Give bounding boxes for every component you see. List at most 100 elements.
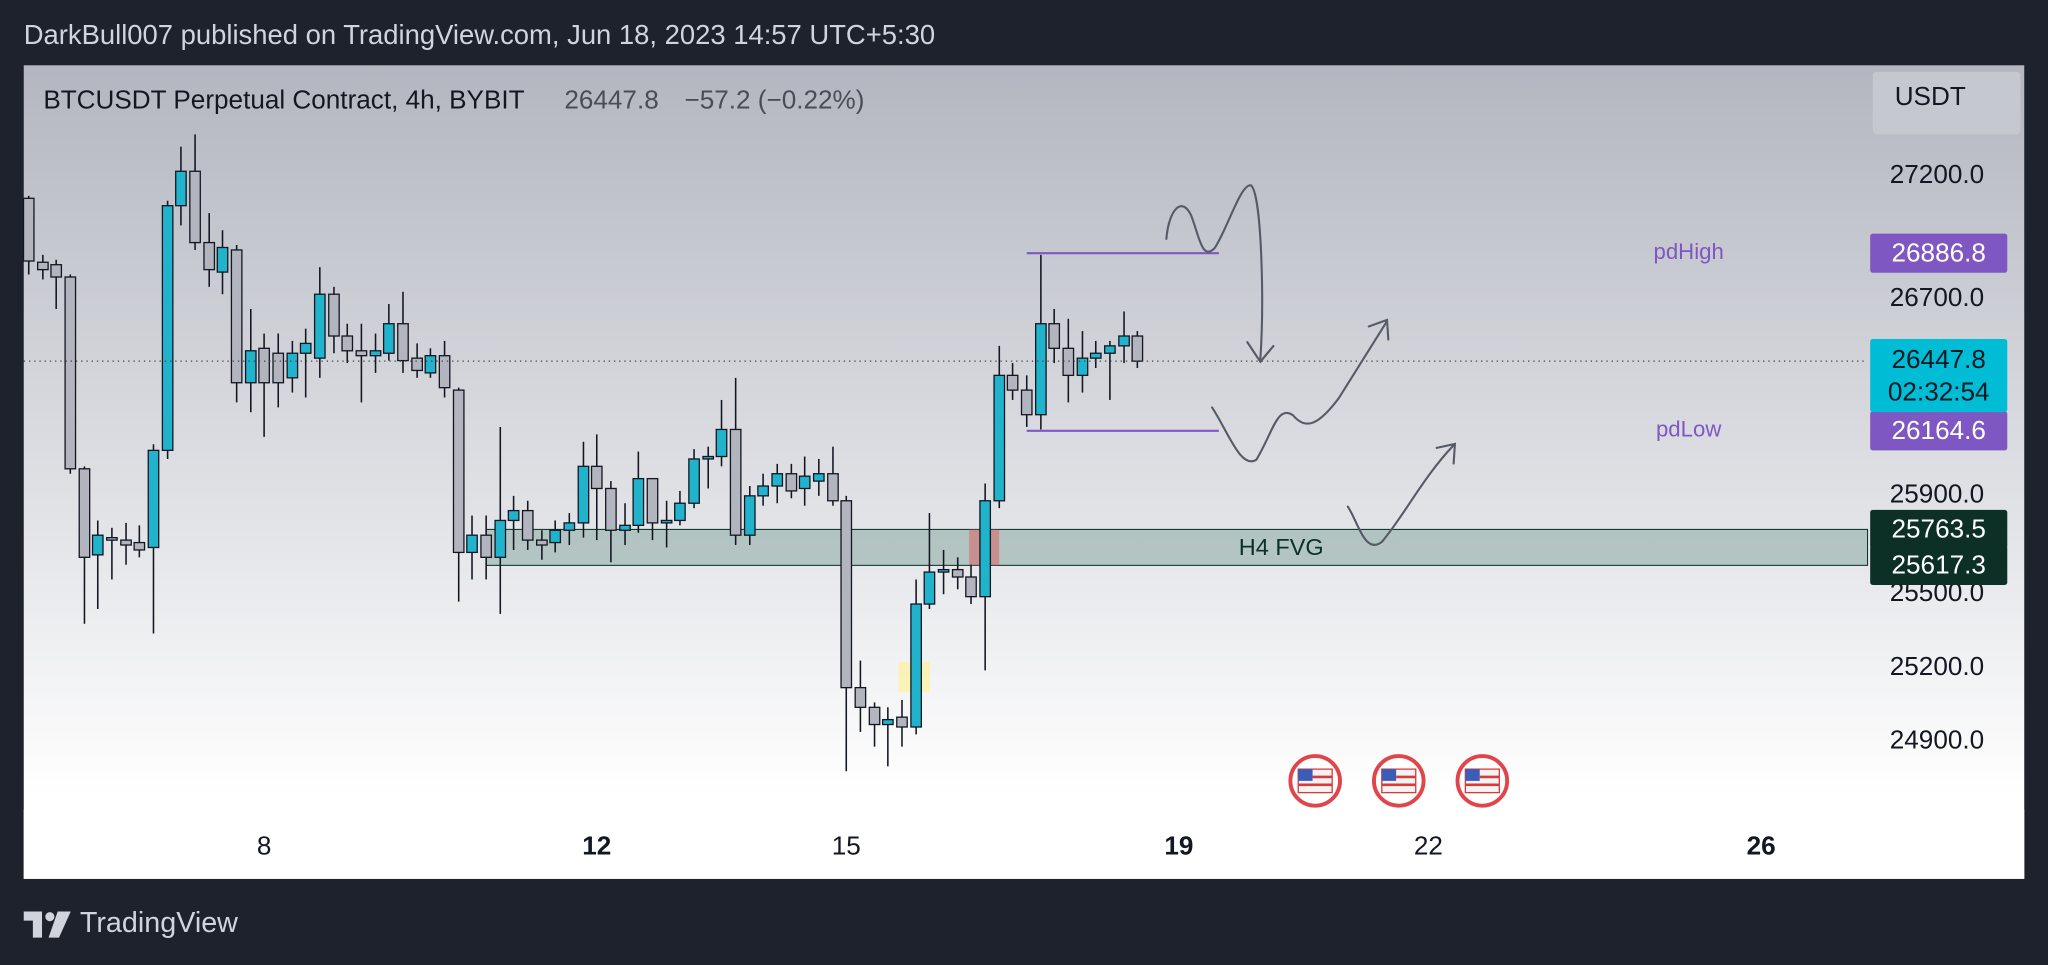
candle-body — [78, 468, 91, 558]
candle-body — [577, 465, 590, 524]
candle-body — [688, 458, 700, 504]
candle-body — [1089, 352, 1102, 359]
candle-body — [313, 293, 326, 359]
candle-body — [1076, 357, 1089, 377]
candle-body — [868, 706, 881, 726]
price-label-box — [1870, 233, 2008, 273]
flag[interactable] — [1288, 754, 1342, 808]
candle-body — [50, 264, 63, 278]
price-change: −57.2 (−0.22%) — [684, 85, 864, 115]
zone-price-box — [1870, 509, 2008, 550]
candle-body — [1035, 323, 1047, 416]
candle-body — [133, 541, 146, 551]
y-tick-label: 25200.0 — [1890, 651, 1984, 681]
candle-body — [619, 524, 631, 531]
publisher: DarkBull007 published on TradingView.com… — [24, 19, 935, 50]
candle-body — [382, 323, 395, 354]
event-flags — [1288, 754, 1510, 808]
candle-body — [1118, 335, 1130, 347]
candle-body — [216, 246, 229, 273]
candle-body — [341, 335, 354, 352]
price-label: 26164.6 — [1892, 415, 1986, 445]
candle-body — [646, 477, 659, 524]
zone-price-label: 25763.5 — [1892, 514, 1986, 544]
currency: USDT — [1895, 81, 1966, 111]
last-price-label: 26447.8 — [1892, 344, 1986, 374]
candle-body — [881, 718, 894, 726]
candle-body — [715, 428, 728, 458]
flag[interactable] — [1455, 754, 1510, 808]
candle-body — [286, 352, 299, 379]
candle-body — [674, 502, 686, 522]
candle-body — [36, 261, 49, 271]
candle-body — [120, 539, 132, 546]
candle-body — [840, 500, 853, 689]
candle-body — [702, 455, 715, 460]
candle-body — [161, 205, 174, 452]
drawing — [1346, 444, 1455, 546]
x-tick-label: 12 — [582, 830, 611, 860]
drawings — [1165, 184, 1457, 546]
price-label-box — [1870, 411, 2008, 451]
candle-body — [854, 686, 867, 708]
candle-body — [1020, 389, 1033, 416]
level-label: pdLow — [1656, 417, 1722, 442]
candle-body — [64, 276, 77, 470]
candle-body — [535, 539, 548, 546]
last-price: 26447.8 — [564, 85, 658, 115]
candle-body — [1048, 323, 1061, 349]
price-label: 26886.8 — [1892, 237, 1986, 267]
level-label: pdHigh — [1654, 239, 1724, 264]
chart-panel — [23, 65, 2025, 879]
candle-body — [424, 355, 437, 374]
candle-body — [896, 716, 908, 728]
zone-label: H4 FVG — [1239, 534, 1324, 560]
candle-body — [729, 428, 742, 536]
candle-body — [605, 487, 617, 531]
candle-body — [910, 603, 923, 728]
candle-body — [299, 342, 312, 354]
time-axis — [23, 809, 2025, 879]
arrow-head — [1246, 341, 1275, 364]
candle-body — [965, 576, 977, 598]
candle-body — [743, 495, 756, 536]
candle-body — [466, 534, 478, 554]
x-tick-label: 8 — [257, 830, 272, 860]
candle-body — [1131, 335, 1144, 362]
arrow-head — [1367, 318, 1390, 341]
candle-body — [660, 519, 673, 524]
zone-price-label: 25617.3 — [1892, 550, 1986, 580]
arrow-head — [1435, 442, 1457, 465]
candle-body — [979, 500, 992, 598]
drawing — [1165, 184, 1264, 361]
candle-body — [937, 568, 950, 573]
candle-body — [230, 249, 243, 384]
candle-body — [452, 389, 465, 554]
fvg-zone — [485, 528, 1869, 566]
candle-body — [369, 350, 382, 357]
candle-body — [91, 534, 104, 556]
candle-body — [203, 241, 216, 271]
candle-body — [771, 473, 784, 487]
drawing — [1210, 320, 1389, 463]
flag[interactable] — [1372, 754, 1426, 808]
zone-price-box — [1870, 545, 2008, 585]
candle-body — [798, 475, 811, 490]
candle-body — [632, 477, 645, 527]
y-tick-label: 27200.0 — [1890, 159, 1984, 189]
candle-body — [189, 170, 201, 244]
candle-body — [244, 350, 257, 384]
countdown: 02:32:54 — [1888, 377, 1990, 407]
brand: TradingView — [80, 907, 238, 939]
candle-body — [22, 197, 35, 262]
candle-body — [258, 347, 270, 384]
candle-body — [272, 352, 285, 384]
x-tick-label: 26 — [1747, 830, 1776, 860]
candle-body — [590, 465, 603, 490]
candle-body — [397, 323, 409, 362]
y-tick-label: 25900.0 — [1890, 479, 1984, 509]
candle-body — [106, 536, 118, 541]
candle-body — [147, 449, 160, 549]
candle-body — [563, 522, 576, 531]
